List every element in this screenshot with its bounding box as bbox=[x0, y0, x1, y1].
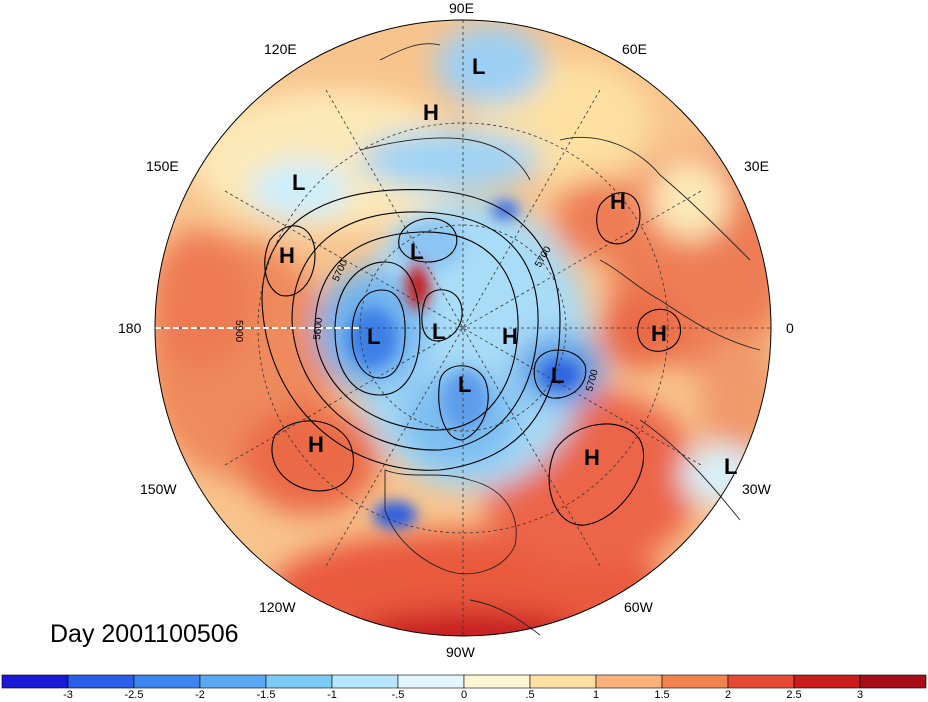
lon-label-30e: 30E bbox=[744, 158, 769, 174]
plot-title: Day 2001100506 bbox=[50, 620, 239, 648]
pressure-centers: L H L H L H L L H H L L H L H bbox=[279, 54, 737, 479]
colorbar-swatch bbox=[1, 674, 69, 689]
colorbar-tick: 1.5 bbox=[654, 689, 670, 701]
low-center: L bbox=[724, 454, 737, 479]
colorbar-swatch bbox=[595, 674, 663, 689]
colorbar-swatch bbox=[727, 674, 795, 689]
lon-label-150w: 150W bbox=[140, 481, 177, 497]
lon-label-120w: 120W bbox=[259, 599, 296, 615]
colorbar-tick: 1 bbox=[592, 689, 600, 701]
map-border bbox=[154, 19, 772, 637]
colorbar-swatch bbox=[661, 674, 729, 689]
colorbar-swatch bbox=[199, 674, 267, 689]
colorbar bbox=[1, 674, 927, 689]
height-contours bbox=[261, 188, 682, 526]
low-center: L bbox=[410, 239, 423, 264]
lon-label-90e: 90E bbox=[449, 0, 474, 16]
lon-label-120e: 120E bbox=[264, 41, 297, 57]
low-center: L bbox=[458, 372, 471, 397]
low-center: L bbox=[432, 319, 445, 344]
low-center: L bbox=[367, 324, 380, 349]
lon-label-60e: 60E bbox=[622, 41, 647, 57]
colorbar-tick: 2 bbox=[724, 689, 732, 701]
high-center: H bbox=[502, 324, 518, 349]
coastlines bbox=[359, 43, 761, 636]
lon-label-90w: 90W bbox=[446, 644, 475, 660]
colorbar-tick: 2.5 bbox=[786, 689, 802, 701]
contour-label: 5600 bbox=[312, 317, 325, 341]
colorbar-tick: 3 bbox=[856, 689, 864, 701]
colorbar-swatch bbox=[529, 674, 597, 689]
colorbar-swatch bbox=[133, 674, 201, 689]
high-center: H bbox=[279, 243, 295, 268]
colorbar-swatch bbox=[463, 674, 531, 689]
colorbar-tick: -2 bbox=[195, 689, 205, 701]
colorbar-swatch bbox=[859, 674, 927, 689]
colorbar-tick: -3 bbox=[63, 689, 73, 701]
colorbar-swatch bbox=[67, 674, 135, 689]
colorbar-swatch bbox=[331, 674, 399, 689]
high-center: H bbox=[423, 100, 439, 125]
low-center: L bbox=[472, 54, 485, 79]
colorbar-tick: .5 bbox=[525, 689, 535, 701]
high-center: H bbox=[651, 321, 667, 346]
low-center: L bbox=[292, 170, 305, 195]
low-center: L bbox=[551, 363, 564, 388]
colorbar-tick: -1 bbox=[327, 689, 337, 701]
high-center: H bbox=[610, 189, 626, 214]
colorbar-swatch bbox=[793, 674, 861, 689]
lon-label-150e: 150E bbox=[146, 158, 179, 174]
lon-label-180: 180 bbox=[118, 320, 142, 336]
high-center: H bbox=[308, 432, 324, 457]
colorbar-tick: -2.5 bbox=[124, 689, 144, 701]
lon-label-60w: 60W bbox=[624, 599, 653, 615]
colorbar-swatch bbox=[265, 674, 333, 689]
contour-label: 5900 bbox=[233, 320, 244, 343]
colorbar-swatch bbox=[397, 674, 465, 689]
colorbar-tick: -1.5 bbox=[256, 689, 276, 701]
lon-label-0: 0 bbox=[786, 320, 794, 336]
high-center: H bbox=[584, 445, 600, 470]
lon-label-30w: 30W bbox=[742, 481, 771, 497]
colorbar-tick: 0 bbox=[460, 689, 468, 701]
colorbar-tick: -.5 bbox=[391, 689, 405, 701]
